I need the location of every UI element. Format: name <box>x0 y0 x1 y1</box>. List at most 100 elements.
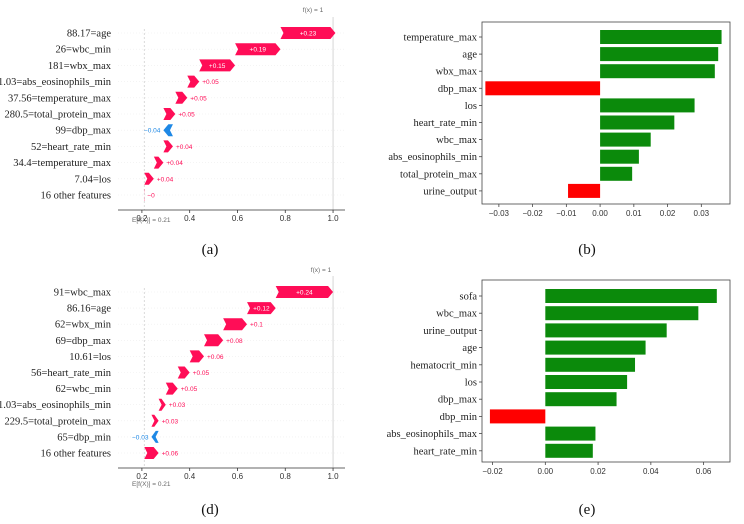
x-tick-label: 0.03 <box>694 209 710 218</box>
positive-bar <box>545 306 699 321</box>
category-label: dbp_min <box>440 412 478 423</box>
panel-label-e: (e) <box>579 502 596 518</box>
x-tick-label: 0.8 <box>280 214 292 223</box>
positive-shap-bar <box>153 156 164 169</box>
positive-shap-bar <box>151 414 159 427</box>
positive-bar <box>600 132 651 147</box>
positive-bar <box>600 30 722 44</box>
feature-label: 91=wbc_max <box>54 288 112 299</box>
feature-label: 181=wbx_max <box>48 61 112 72</box>
category-label: urine_output <box>423 186 477 197</box>
category-label: age <box>462 343 477 354</box>
negative-bar <box>489 409 546 424</box>
category-label: wbc_max <box>436 309 478 320</box>
final-label-d: f(x) = 1 <box>311 267 332 274</box>
base-label-d: E[f(X)] = 0.21 <box>132 481 171 488</box>
positive-shap-bar <box>158 398 166 411</box>
feature-label: 37.56=temperature_max <box>8 93 112 104</box>
positive-bar <box>545 357 636 372</box>
x-tick-label: 0.02 <box>590 467 606 476</box>
category-label: dbp_max <box>438 84 478 95</box>
shap-value-label: +0.12 <box>253 306 270 313</box>
final-label-a: f(x) = 1 <box>303 7 324 14</box>
negative-shap-bar <box>163 124 173 137</box>
shap-value-label: +0.04 <box>176 144 193 151</box>
x-tick-label: 0.04 <box>643 467 659 476</box>
category-label: abs_eosinophils_max <box>387 429 478 440</box>
shap-value-label: +0.05 <box>193 370 210 377</box>
x-tick-label: 0.2 <box>136 214 148 223</box>
positive-shap-bar <box>175 91 188 104</box>
negative-bar <box>568 183 601 198</box>
shap-value-label: −0.04 <box>144 128 161 135</box>
category-label: sofa <box>460 292 478 303</box>
category-label: hematocrit_min <box>411 360 478 371</box>
positive-bar <box>545 426 596 441</box>
base-label-a: E[f(X)] = 0.21 <box>132 217 171 224</box>
shap-value-label: +0.03 <box>169 402 186 409</box>
category-label: urine_output <box>423 326 477 337</box>
positive-bar <box>600 47 719 62</box>
category-label: wbc_max <box>436 135 478 146</box>
feature-label: 62=wbx_min <box>55 320 112 331</box>
positive-shap-bar <box>189 350 205 363</box>
x-tick-label: −0.03 <box>489 209 510 218</box>
positive-shap-bar <box>204 334 224 347</box>
shap-value-label: +0.05 <box>178 112 195 119</box>
shap-value-label: +0.06 <box>207 354 224 361</box>
positive-bar <box>545 340 646 355</box>
shap-value-label: +0.06 <box>162 451 179 458</box>
positive-shap-bar <box>177 366 190 379</box>
feature-label: 86.16=age <box>67 304 111 315</box>
panel-label-d: (d) <box>201 502 219 518</box>
positive-shap-bar <box>199 59 236 72</box>
positive-bar <box>600 98 695 113</box>
x-tick-label: 0.6 <box>232 472 244 481</box>
category-label: dbp_max <box>438 395 478 406</box>
shap-value-label: +0.19 <box>250 47 267 54</box>
category-label: los <box>465 378 477 389</box>
shap-value-label: +0.08 <box>226 338 243 345</box>
positive-bar <box>545 392 617 407</box>
feature-label: 65=dbp_min <box>57 432 112 443</box>
shap-value-label: −0.03 <box>132 434 149 441</box>
waterfall-d: 91=wbc_max +0.24 86.16=age +0.12 62=wbx_min +… <box>0 276 345 481</box>
category-label: heart_rate_min <box>413 446 477 457</box>
feature-label: 280.5=total_protein_max <box>4 110 111 121</box>
shap-value-label: +0.04 <box>157 176 174 183</box>
x-tick-label: 0.8 <box>280 472 292 481</box>
x-tick-label: 0.02 <box>660 209 676 218</box>
category-label: wbx_max <box>436 67 478 78</box>
feature-label: 69=dbp_max <box>56 336 112 347</box>
negative-shap-bar <box>151 430 159 443</box>
shap-value-label: +0.03 <box>162 418 179 425</box>
positive-shap-bar <box>163 140 173 153</box>
positive-bar <box>600 115 675 130</box>
shap-value-label: +0.05 <box>202 79 219 86</box>
feature-label: 16 other features <box>40 449 111 460</box>
x-tick-label: 0.06 <box>696 467 712 476</box>
panel-label-a: (a) <box>202 242 219 258</box>
feature-label: 34.4=temperature_max <box>13 158 112 169</box>
shap-value-label: +0.05 <box>190 95 207 102</box>
positive-bar <box>600 149 639 164</box>
category-label: abs_eosinophils_min <box>388 152 477 163</box>
category-label: los <box>465 101 477 112</box>
feature-label: 26=wbc_min <box>56 45 112 56</box>
positive-shap-bar <box>275 286 334 298</box>
shap-value-label: +0.05 <box>181 386 198 393</box>
feature-label: 56=heart_rate_min <box>31 368 112 379</box>
positive-shap-bar <box>187 75 200 88</box>
x-tick-label: −0.02 <box>482 467 503 476</box>
feature-label: 7.04=los <box>74 174 111 185</box>
panel-d: f(x) = 1 E[f(X)] = 0.21 91=wbc_max +0.24 8… <box>0 267 345 518</box>
x-tick-label: 0.00 <box>538 467 554 476</box>
positive-shap-bar <box>235 43 281 56</box>
shap-value-label: +0.04 <box>166 160 183 167</box>
x-tick-label: 1.0 <box>327 214 339 223</box>
positive-shap-bar <box>144 447 159 459</box>
